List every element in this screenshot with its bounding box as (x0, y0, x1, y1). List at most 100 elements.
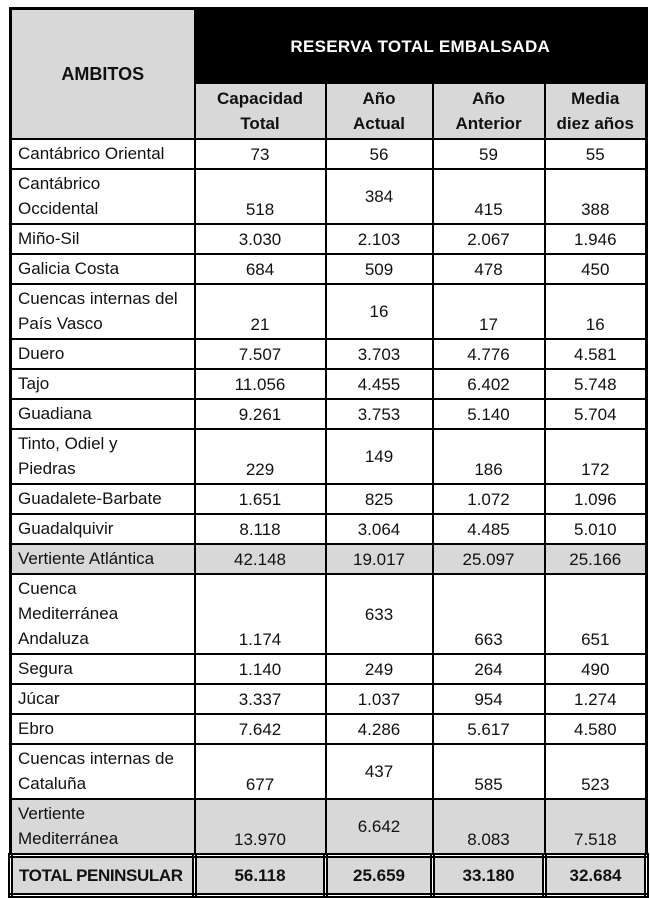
cell-value: 633 (324, 573, 434, 655)
row-label: Tinto, Odiel y Piedras (9, 428, 196, 485)
row-label: Cantábrico Occidental (9, 168, 196, 225)
cell-value: 415 (431, 168, 546, 225)
cell-value: 3.753 (324, 398, 434, 430)
row-label: Guadalquivir (9, 513, 196, 545)
row-label: Guadalete-Barbate (9, 483, 196, 515)
cell-value: 25.166 (543, 543, 648, 575)
cell-value: 1.096 (543, 483, 648, 515)
cell-value: 11.056 (193, 368, 327, 400)
cell-value: 684 (193, 253, 327, 285)
cell-value: 4.776 (431, 338, 546, 370)
column-header-ambitos: AMBITOS (9, 7, 196, 140)
cell-value: 7.518 (543, 798, 648, 857)
table-row: Galicia Costa 684 509 478 450 (9, 253, 648, 285)
table-row: Júcar 3.337 1.037 954 1.274 (9, 683, 648, 715)
table-row: Cuenca Mediterránea Andaluza 1.174 633 663 6… (9, 573, 648, 655)
row-label: Júcar (9, 683, 196, 715)
cell-value: 8.083 (431, 798, 546, 857)
table-title-band: RESERVA TOTAL EMBALSADA (193, 7, 648, 84)
cell-value: 1.072 (431, 483, 546, 515)
row-label: Cantábrico Oriental (9, 138, 196, 170)
cell-value: 523 (543, 743, 648, 800)
cell-value: 1.140 (193, 653, 327, 685)
table-body: Cantábrico Oriental 73 56 59 55 Cantábrico Oc… (8, 138, 650, 898)
cell-value: 585 (431, 743, 546, 800)
table-row: Guadiana 9.261 3.753 5.140 5.704 (9, 398, 648, 430)
cell-value: 5.748 (543, 368, 648, 400)
row-label: Vertiente Mediterránea (9, 798, 196, 857)
cell-value: 25.659 (323, 853, 435, 898)
row-label: Cuenca Mediterránea Andaluza (9, 573, 196, 655)
cell-value: 3.030 (193, 223, 327, 255)
cell-value: 5.010 (543, 513, 648, 545)
cell-value: 3.337 (193, 683, 327, 715)
cell-value: 388 (543, 168, 648, 225)
cell-value: 2.067 (431, 223, 546, 255)
cell-value: 42.148 (193, 543, 327, 575)
column-header-capacidad-total: Capacidad Total (193, 82, 327, 140)
cell-value: 264 (431, 653, 546, 685)
cell-value: 825 (324, 483, 434, 515)
row-label: Tajo (9, 368, 196, 400)
table-row: Segura 1.140 249 264 490 (9, 653, 648, 685)
table-row: Cantábrico Oriental 73 56 59 55 (9, 138, 648, 170)
cell-value: 59 (431, 138, 546, 170)
cell-value: 1.274 (543, 683, 648, 715)
cell-value: 4.581 (543, 338, 648, 370)
cell-value: 3.703 (324, 338, 434, 370)
cell-value: 1.946 (543, 223, 648, 255)
cell-value: 4.485 (431, 513, 546, 545)
row-label: Segura (9, 653, 196, 685)
table-header: AMBITOS RESERVA TOTAL EMBALSADA Capacida… (9, 7, 648, 140)
cell-value: 25.097 (431, 543, 546, 575)
cell-value: 518 (193, 168, 327, 225)
cell-value: 32.684 (541, 853, 650, 898)
cell-value: 5.140 (431, 398, 546, 430)
cell-value: 4.455 (324, 368, 434, 400)
row-label: Vertiente Atlántica (9, 543, 196, 575)
table-row: Guadalete-Barbate 1.651 825 1.072 1.096 (9, 483, 648, 515)
row-label: TOTAL PENINSULAR (8, 853, 197, 898)
subtotal-row: Vertiente Atlántica 42.148 19.017 25.097 25.… (9, 543, 648, 575)
row-label: Galicia Costa (9, 253, 196, 285)
cell-value: 4.286 (324, 713, 434, 745)
column-header-ano-actual: Año Actual (324, 82, 434, 140)
cell-value: 8.118 (193, 513, 327, 545)
row-label: Duero (9, 338, 196, 370)
cell-value: 56 (324, 138, 434, 170)
cell-value: 509 (324, 253, 434, 285)
cell-value: 1.651 (193, 483, 327, 515)
cell-value: 16 (543, 283, 648, 340)
cell-value: 2.103 (324, 223, 434, 255)
row-label: Cuencas internas de Cataluña (9, 743, 196, 800)
table-row: Miño-Sil 3.030 2.103 2.067 1.946 (9, 223, 648, 255)
cell-value: 490 (543, 653, 648, 685)
cell-value: 16 (324, 283, 434, 340)
cell-value: 186 (431, 428, 546, 485)
cell-value: 6.402 (431, 368, 546, 400)
table-row: Tinto, Odiel y Piedras 229 149 186 172 (9, 428, 648, 485)
cell-value: 1.037 (324, 683, 434, 715)
cell-value: 56.118 (192, 853, 328, 898)
cell-value: 21 (193, 283, 327, 340)
row-label: Guadiana (9, 398, 196, 430)
subtotal-row: Vertiente Mediterránea 13.970 6.642 8.083 7.… (9, 798, 648, 857)
row-label: Miño-Sil (9, 223, 196, 255)
cell-value: 172 (543, 428, 648, 485)
table-row: Ebro 7.642 4.286 5.617 4.580 (9, 713, 648, 745)
cell-value: 677 (193, 743, 327, 800)
cell-value: 7.507 (193, 338, 327, 370)
cell-value: 249 (324, 653, 434, 685)
table-row: Cuencas internas del País Vasco 21 16 17 16 (9, 283, 648, 340)
cell-value: 450 (543, 253, 648, 285)
table-row: Tajo 11.056 4.455 6.402 5.748 (9, 368, 648, 400)
cell-value: 73 (193, 138, 327, 170)
column-header-media-diez-anos: Media diez años (543, 82, 648, 140)
cell-value: 954 (431, 683, 546, 715)
cell-value: 13.970 (193, 798, 327, 857)
cell-value: 651 (543, 573, 648, 655)
table-row: Cuencas internas de Cataluña 677 437 585 523 (9, 743, 648, 800)
header-row-title: AMBITOS RESERVA TOTAL EMBALSADA (9, 7, 648, 140)
cell-value: 6.642 (324, 798, 434, 857)
